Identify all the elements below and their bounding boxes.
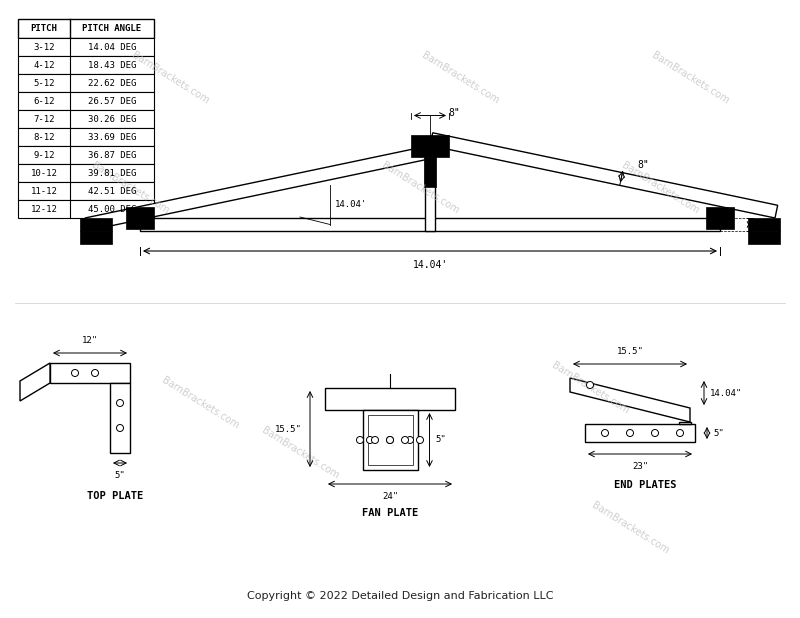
Circle shape [677,430,683,436]
Bar [80,218,112,231]
Bar [585,424,695,442]
Bar [126,207,154,229]
Bar [411,135,449,156]
Text: 8": 8" [756,219,768,229]
Bar [325,388,455,410]
Text: 6-12: 6-12 [34,96,54,106]
Polygon shape [85,145,433,231]
Text: 15.5": 15.5" [617,347,643,356]
Text: BarnBrackets.com: BarnBrackets.com [380,160,460,216]
Text: 42.51 DEG: 42.51 DEG [88,187,136,195]
Text: 11-12: 11-12 [30,187,58,195]
Bar [679,422,691,424]
Text: 5": 5" [435,436,446,444]
Text: PITCH: PITCH [30,24,58,33]
Text: 4-12: 4-12 [34,61,54,69]
Text: BarnBrackets.com: BarnBrackets.com [420,50,500,106]
Text: BarnBrackets.com: BarnBrackets.com [550,360,630,416]
Text: 14.04': 14.04' [412,260,448,270]
Circle shape [386,436,394,444]
Circle shape [366,436,374,444]
Bar [18,200,154,218]
Bar [140,218,720,231]
Text: 22.62 DEG: 22.62 DEG [88,78,136,88]
Circle shape [386,436,394,444]
Bar [362,410,418,470]
Bar [18,92,154,110]
Circle shape [626,430,634,436]
Text: 18.43 DEG: 18.43 DEG [88,61,136,69]
Bar [706,207,734,229]
Text: 5": 5" [713,428,724,438]
Text: 8": 8" [448,109,460,119]
Bar [424,156,436,187]
Text: 39.81 DEG: 39.81 DEG [88,169,136,177]
Polygon shape [430,133,778,218]
Circle shape [417,436,423,444]
Text: 23": 23" [632,462,648,471]
Text: 45.00 DEG: 45.00 DEG [88,205,136,213]
Text: BarnBrackets.com: BarnBrackets.com [130,50,210,106]
Polygon shape [50,363,130,383]
Text: BarnBrackets.com: BarnBrackets.com [620,160,700,216]
Text: 26.57 DEG: 26.57 DEG [88,96,136,106]
Text: 12": 12" [82,336,98,345]
Bar [748,231,780,244]
Text: 24": 24" [382,492,398,501]
Text: 33.69 DEG: 33.69 DEG [88,132,136,142]
Circle shape [357,436,363,444]
Bar [18,164,154,182]
Text: TOP PLATE: TOP PLATE [87,491,143,501]
Text: 14.04": 14.04" [710,389,742,397]
Bar [18,182,154,200]
Circle shape [371,436,378,444]
Text: 5": 5" [114,471,126,480]
Text: BarnBrackets.com: BarnBrackets.com [650,50,730,106]
Bar [18,74,154,92]
Circle shape [406,436,414,444]
Text: 14.04 DEG: 14.04 DEG [88,43,136,51]
Circle shape [651,430,658,436]
Text: 10-12: 10-12 [30,169,58,177]
Circle shape [602,430,609,436]
Text: END PLATES: END PLATES [614,480,676,490]
Bar [18,110,154,128]
Bar [425,145,435,231]
Text: Copyright © 2022 Detailed Design and Fabrication LLC: Copyright © 2022 Detailed Design and Fab… [246,591,554,601]
Circle shape [402,436,409,444]
Text: 9-12: 9-12 [34,151,54,159]
Bar [18,56,154,74]
Bar [18,146,154,164]
Text: BarnBrackets.com: BarnBrackets.com [90,160,170,216]
Text: 7-12: 7-12 [34,114,54,124]
Circle shape [71,370,78,376]
Bar [18,19,154,38]
Text: 15.5": 15.5" [275,425,302,433]
Polygon shape [570,378,690,422]
Text: 14.04': 14.04' [335,200,367,209]
Text: FAN PLATE: FAN PLATE [362,508,418,518]
Text: 30.26 DEG: 30.26 DEG [88,114,136,124]
Circle shape [586,381,594,389]
Text: 3-12: 3-12 [34,43,54,51]
Text: BarnBrackets.com: BarnBrackets.com [160,375,240,431]
Text: BarnBrackets.com: BarnBrackets.com [260,425,340,481]
Text: 12-12: 12-12 [30,205,58,213]
Text: 8": 8" [638,159,649,170]
Text: PITCH ANGLE: PITCH ANGLE [82,24,142,33]
Circle shape [117,399,123,407]
Bar [748,218,780,231]
Text: BarnBrackets.com: BarnBrackets.com [590,500,670,556]
Bar [18,38,154,56]
Bar [18,128,154,146]
Circle shape [91,370,98,376]
Bar [367,415,413,465]
Polygon shape [20,363,50,401]
Circle shape [117,425,123,431]
Bar [80,231,112,244]
Text: 8-12: 8-12 [34,132,54,142]
Text: 36.87 DEG: 36.87 DEG [88,151,136,159]
Text: 5-12: 5-12 [34,78,54,88]
Polygon shape [110,383,130,453]
